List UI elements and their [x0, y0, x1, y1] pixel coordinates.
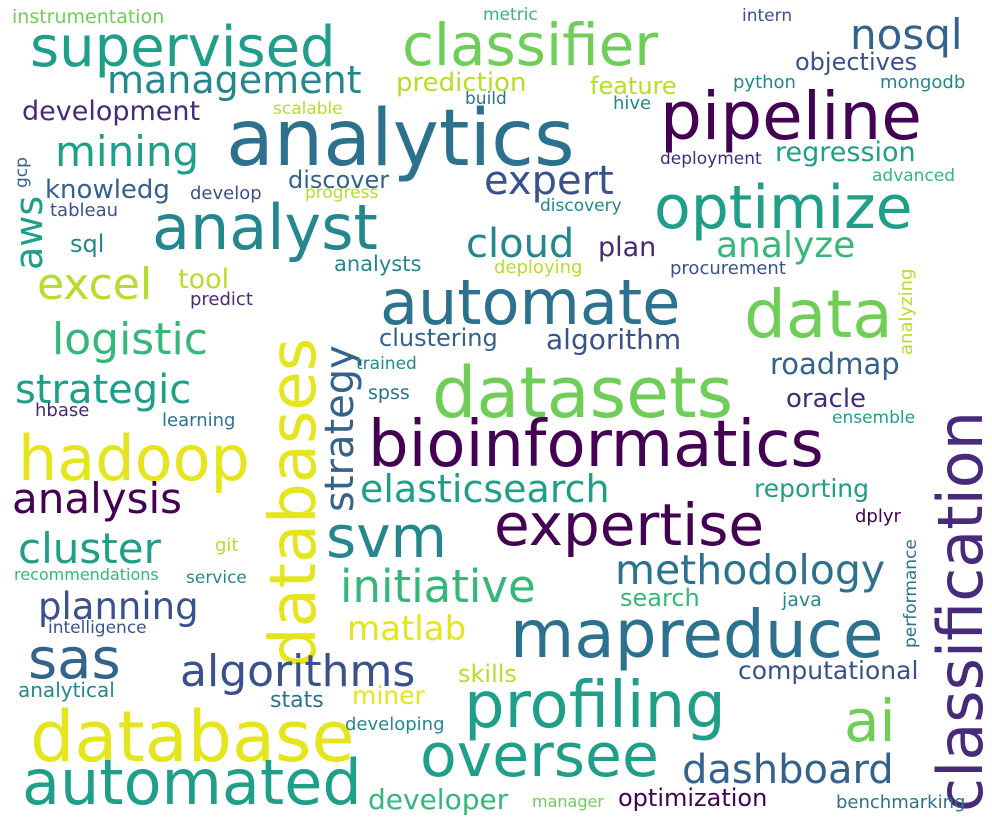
word: procurement [670, 258, 786, 279]
word: pipeline [660, 78, 922, 155]
word: supervised [30, 15, 336, 80]
word: analysis [12, 474, 183, 523]
word: algorithms [180, 646, 416, 697]
word: strategy [317, 345, 363, 512]
word: learning [162, 410, 236, 431]
word: bioinformatics [368, 408, 824, 482]
word: regression [775, 137, 916, 168]
word: mongodb [880, 72, 966, 93]
word: oversee [420, 721, 659, 791]
word: expertise [494, 491, 765, 559]
word: intelligence [48, 618, 147, 638]
word: predict [190, 289, 253, 310]
word: planning [38, 585, 199, 628]
word: discovery [540, 196, 622, 216]
word: python [733, 72, 796, 93]
word: analytics [226, 94, 575, 184]
word: logistic [52, 314, 208, 365]
word: performance [901, 539, 921, 648]
word: ai [844, 687, 896, 755]
word: hbase [35, 400, 90, 421]
word: sql [70, 230, 105, 258]
word: benchmarking [836, 792, 966, 813]
word: data [744, 276, 893, 353]
word: gcp [12, 157, 32, 188]
word: elasticsearch [360, 467, 610, 511]
word: feature [590, 72, 677, 100]
word: stats [270, 688, 324, 713]
word: advanced [872, 166, 956, 186]
word: cloud [466, 221, 575, 267]
word: sas [28, 627, 121, 692]
word: instrumentation [12, 6, 165, 28]
word: java [782, 589, 822, 611]
word: optimization [618, 784, 768, 812]
word: optimize [654, 173, 913, 243]
word: discover [288, 166, 390, 194]
word: manager [532, 792, 604, 811]
word: analysts [334, 252, 422, 276]
word: search [620, 584, 700, 612]
word: ensemble [832, 408, 916, 428]
word: git [215, 535, 239, 556]
word: objectives [795, 48, 918, 76]
word: initiative [340, 560, 536, 613]
word: develop [190, 183, 262, 204]
word: automate [380, 266, 681, 339]
word: deployment [660, 149, 762, 169]
word: scalable [273, 99, 343, 119]
word: datasets [432, 352, 734, 434]
word: clustering [379, 324, 498, 352]
word: development [22, 96, 201, 127]
word: methodology [615, 546, 886, 594]
word: strategic [15, 367, 192, 413]
word: nosql [850, 10, 963, 59]
word: progress [305, 183, 379, 203]
word: build [465, 89, 507, 109]
word: dplyr [855, 506, 901, 527]
word: profiling [464, 669, 726, 743]
word: hive [613, 93, 652, 114]
word: management [107, 58, 362, 102]
word: excel [37, 259, 153, 310]
word: trained [356, 354, 417, 374]
word: mining [55, 127, 200, 176]
word: tableau [50, 200, 119, 221]
word: recommendations [14, 565, 159, 584]
word: matlab [347, 609, 467, 649]
word: skills [458, 660, 517, 688]
word: automated [22, 746, 362, 819]
word: svm [326, 503, 448, 571]
word: knowledg [45, 175, 170, 205]
word: spss [368, 382, 410, 404]
word: analyst [152, 191, 378, 264]
word: miner [352, 681, 425, 710]
word: expert [484, 158, 614, 204]
word: classifier [402, 11, 659, 79]
word: database [30, 696, 355, 778]
word: analyze [716, 225, 856, 266]
word: reporting [754, 474, 870, 503]
word: analyzing [896, 268, 917, 355]
word: tool [178, 264, 230, 295]
word: deploying [494, 257, 583, 278]
word: prediction [396, 68, 527, 98]
word: developer [368, 783, 509, 816]
word: analytical [18, 678, 115, 702]
word: plan [598, 232, 657, 263]
word: service [186, 568, 247, 588]
word: metric [483, 5, 538, 25]
word: cluster [18, 524, 161, 573]
word: oracle [786, 384, 867, 414]
word: mapreduce [510, 596, 884, 673]
word: algorithm [546, 323, 682, 356]
word: roadmap [770, 347, 900, 381]
word: developing [345, 714, 445, 735]
word: hadoop [18, 422, 250, 495]
word: classification [924, 410, 992, 812]
word: intern [742, 6, 793, 26]
word: dashboard [682, 747, 894, 793]
word: computational [738, 656, 919, 685]
